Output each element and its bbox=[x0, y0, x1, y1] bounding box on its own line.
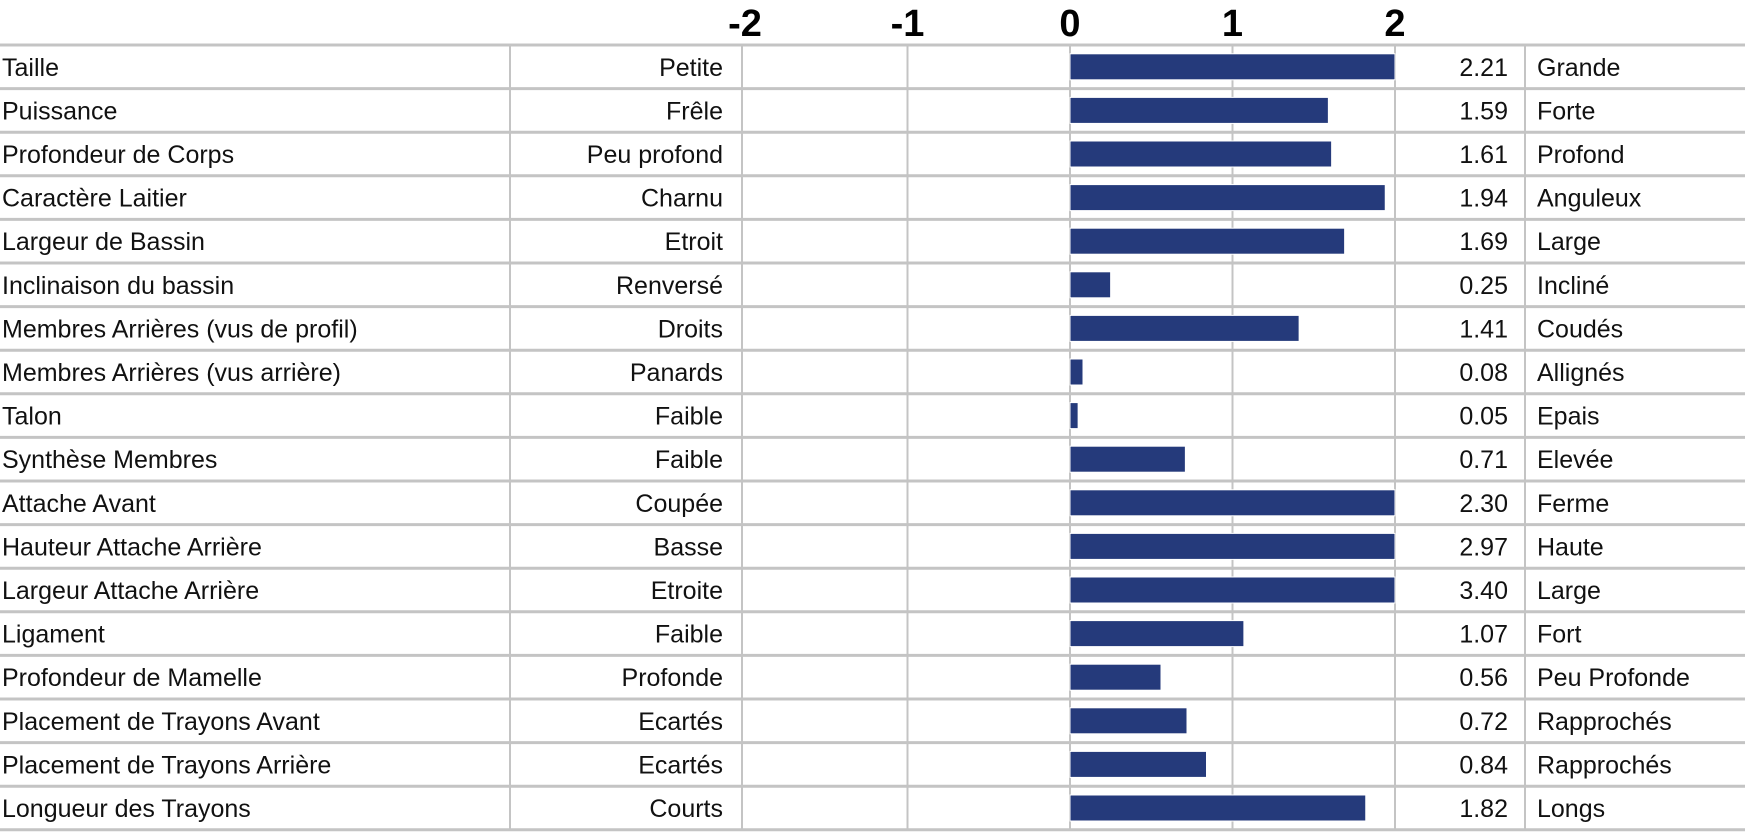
trait-label: Attache Avant bbox=[2, 490, 156, 518]
bar bbox=[1069, 750, 1207, 778]
high-pole-label: Longs bbox=[1537, 795, 1605, 823]
bar bbox=[1069, 314, 1300, 342]
high-pole-label: Peu Profonde bbox=[1537, 664, 1690, 692]
high-pole-label: Large bbox=[1537, 577, 1601, 605]
low-pole-label: Charnu bbox=[641, 185, 723, 213]
low-pole-label: Ecartés bbox=[638, 708, 723, 736]
high-pole-label: Haute bbox=[1537, 533, 1604, 561]
bar bbox=[1069, 489, 1396, 517]
low-pole-label: Panards bbox=[630, 359, 723, 387]
bar bbox=[1069, 663, 1162, 691]
bar bbox=[1069, 227, 1346, 255]
bar bbox=[1069, 576, 1396, 604]
bar bbox=[1069, 96, 1329, 124]
trait-label: Puissance bbox=[2, 97, 117, 125]
value-label: 0.56 bbox=[1459, 664, 1508, 692]
bar bbox=[1069, 532, 1396, 560]
high-pole-label: Epais bbox=[1537, 403, 1600, 431]
value-label: 0.84 bbox=[1459, 751, 1508, 779]
value-label: 0.08 bbox=[1459, 359, 1508, 387]
low-pole-label: Etroit bbox=[665, 228, 723, 256]
value-label: 1.07 bbox=[1459, 621, 1508, 649]
low-pole-label: Courts bbox=[649, 795, 723, 823]
bar bbox=[1069, 445, 1186, 473]
tick-label: -1 bbox=[891, 3, 925, 45]
low-pole-label: Faible bbox=[655, 621, 723, 649]
tick-label: 1 bbox=[1222, 3, 1243, 45]
high-pole-label: Coudés bbox=[1537, 315, 1623, 343]
high-pole-label: Ferme bbox=[1537, 490, 1609, 518]
bar bbox=[1069, 402, 1079, 430]
trait-label: Ligament bbox=[2, 621, 105, 649]
high-pole-label: Rapprochés bbox=[1537, 751, 1672, 779]
trait-label: Profondeur de Mamelle bbox=[2, 664, 262, 692]
trait-label: Placement de Trayons Arrière bbox=[2, 751, 331, 779]
low-pole-label: Etroite bbox=[651, 577, 723, 605]
high-pole-label: Incliné bbox=[1537, 272, 1609, 300]
value-label: 1.94 bbox=[1459, 185, 1508, 213]
bar bbox=[1069, 794, 1367, 822]
high-pole-label: Grande bbox=[1537, 54, 1620, 82]
low-pole-label: Faible bbox=[655, 403, 723, 431]
high-pole-label: Anguleux bbox=[1537, 185, 1642, 213]
high-pole-label: Fort bbox=[1537, 621, 1582, 649]
value-label: 1.61 bbox=[1459, 141, 1508, 169]
trait-label: Talon bbox=[2, 403, 62, 431]
high-pole-label: Large bbox=[1537, 228, 1601, 256]
value-label: 1.59 bbox=[1459, 97, 1508, 125]
trait-label: Membres Arrières (vus de profil) bbox=[2, 315, 358, 343]
value-label: 1.82 bbox=[1459, 795, 1508, 823]
low-pole-label: Faible bbox=[655, 446, 723, 474]
tick-label: 2 bbox=[1384, 3, 1405, 45]
value-label: 0.72 bbox=[1459, 708, 1508, 736]
high-pole-label: Forte bbox=[1537, 97, 1595, 125]
low-pole-label: Profonde bbox=[622, 664, 723, 692]
trait-label: Largeur Attache Arrière bbox=[2, 577, 259, 605]
bar bbox=[1069, 53, 1396, 81]
tick-label: 0 bbox=[1059, 3, 1080, 45]
trait-label: Hauteur Attache Arrière bbox=[2, 533, 262, 561]
trait-label: Profondeur de Corps bbox=[2, 141, 234, 169]
trait-label: Inclinaison du bassin bbox=[2, 272, 234, 300]
value-label: 0.05 bbox=[1459, 403, 1508, 431]
bar bbox=[1069, 140, 1333, 168]
low-pole-label: Petite bbox=[659, 54, 723, 82]
value-label: 1.69 bbox=[1459, 228, 1508, 256]
bar bbox=[1069, 271, 1112, 299]
trait-label: Membres Arrières (vus arrière) bbox=[2, 359, 341, 387]
high-pole-label: Rapprochés bbox=[1537, 708, 1672, 736]
high-pole-label: Profond bbox=[1537, 141, 1625, 169]
bar bbox=[1069, 620, 1245, 648]
tick-label: -2 bbox=[728, 3, 762, 45]
trait-label: Taille bbox=[2, 54, 59, 82]
value-label: 2.21 bbox=[1459, 54, 1508, 82]
trait-label: Caractère Laitier bbox=[2, 185, 187, 213]
value-label: 0.71 bbox=[1459, 446, 1508, 474]
value-label: 2.97 bbox=[1459, 533, 1508, 561]
trait-label: Longueur des Trayons bbox=[2, 795, 251, 823]
value-label: 0.25 bbox=[1459, 272, 1508, 300]
trait-label: Largeur de Bassin bbox=[2, 228, 205, 256]
low-pole-label: Peu profond bbox=[587, 141, 723, 169]
low-pole-label: Frêle bbox=[666, 97, 723, 125]
bar bbox=[1069, 184, 1386, 212]
high-pole-label: Elevée bbox=[1537, 446, 1613, 474]
trait-label: Placement de Trayons Avant bbox=[2, 708, 320, 736]
value-label: 3.40 bbox=[1459, 577, 1508, 605]
low-pole-label: Droits bbox=[658, 315, 723, 343]
bar bbox=[1069, 707, 1188, 735]
trait-label: Synthèse Membres bbox=[2, 446, 217, 474]
value-label: 2.30 bbox=[1459, 490, 1508, 518]
value-label: 1.41 bbox=[1459, 315, 1508, 343]
high-pole-label: Allignés bbox=[1537, 359, 1625, 387]
low-pole-label: Ecartés bbox=[638, 751, 723, 779]
low-pole-label: Coupée bbox=[635, 490, 723, 518]
low-pole-label: Renversé bbox=[616, 272, 723, 300]
bar bbox=[1069, 358, 1084, 386]
low-pole-label: Basse bbox=[654, 533, 723, 561]
